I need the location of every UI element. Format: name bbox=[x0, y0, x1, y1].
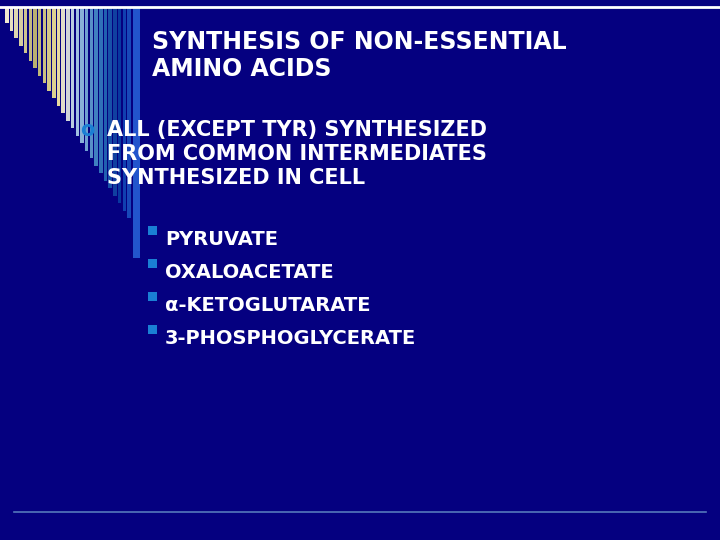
Bar bbox=[127, 8, 131, 218]
Bar bbox=[5, 8, 9, 23]
Bar bbox=[99, 8, 102, 173]
Bar bbox=[133, 8, 140, 258]
Bar bbox=[57, 8, 60, 105]
Bar bbox=[148, 226, 157, 234]
Text: ALL (EXCEPT TYR) SYNTHESIZED: ALL (EXCEPT TYR) SYNTHESIZED bbox=[107, 120, 487, 140]
Bar bbox=[76, 8, 79, 136]
Bar bbox=[14, 8, 18, 38]
Text: 3-PHOSPHOGLYCERATE: 3-PHOSPHOGLYCERATE bbox=[165, 329, 416, 348]
Text: FROM COMMON INTERMEDIATES: FROM COMMON INTERMEDIATES bbox=[107, 144, 487, 164]
Bar bbox=[52, 8, 55, 98]
Bar bbox=[104, 8, 107, 180]
Text: SYNTHESIZED IN CELL: SYNTHESIZED IN CELL bbox=[107, 168, 365, 188]
Bar bbox=[148, 292, 157, 300]
Bar bbox=[9, 8, 13, 30]
Bar bbox=[122, 8, 126, 211]
Bar bbox=[29, 8, 32, 60]
Bar bbox=[109, 8, 112, 188]
Bar bbox=[148, 259, 157, 267]
Bar bbox=[42, 8, 46, 83]
Bar bbox=[113, 8, 117, 195]
Bar bbox=[24, 8, 27, 53]
Bar bbox=[118, 8, 121, 203]
Bar bbox=[19, 8, 22, 45]
Bar bbox=[89, 8, 93, 158]
Bar bbox=[33, 8, 37, 68]
Text: PYRUVATE: PYRUVATE bbox=[165, 230, 278, 249]
Bar bbox=[148, 325, 157, 334]
Text: OXALOACETATE: OXALOACETATE bbox=[165, 263, 333, 282]
Text: α-KETOGLUTARATE: α-KETOGLUTARATE bbox=[165, 296, 371, 315]
Bar bbox=[71, 8, 74, 128]
Bar bbox=[61, 8, 65, 113]
Bar bbox=[48, 8, 51, 91]
Bar bbox=[38, 8, 42, 76]
Bar bbox=[80, 8, 84, 143]
Text: AMINO ACIDS: AMINO ACIDS bbox=[152, 57, 331, 81]
Bar bbox=[94, 8, 98, 165]
Bar bbox=[66, 8, 70, 120]
Text: o: o bbox=[80, 120, 94, 140]
Bar bbox=[85, 8, 89, 151]
Text: SYNTHESIS OF NON-ESSENTIAL: SYNTHESIS OF NON-ESSENTIAL bbox=[152, 30, 567, 54]
